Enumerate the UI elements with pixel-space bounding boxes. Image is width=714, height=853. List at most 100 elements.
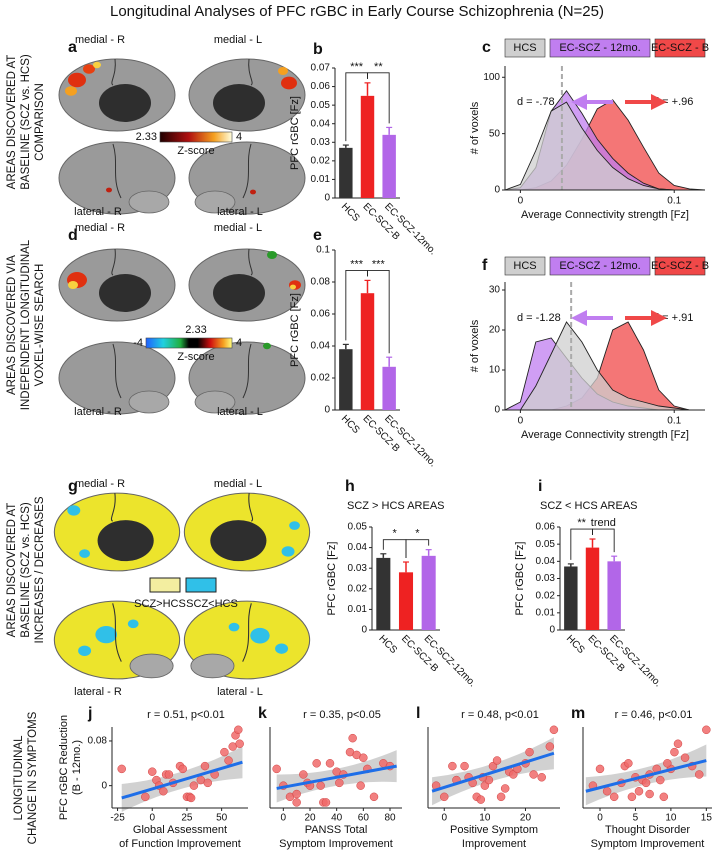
data-point (641, 778, 651, 788)
significance-label: *** (350, 61, 364, 73)
legend-label: EC-SCZ - B (651, 42, 709, 54)
brain-lateral (183, 600, 311, 680)
activation (93, 61, 101, 69)
y-tick-label: 0.04 (311, 118, 331, 129)
cerebellum (128, 390, 170, 414)
significance-bracket (592, 528, 615, 553)
brain-view-label: medial - R (75, 478, 125, 490)
y-tick-label: 0.1 (316, 245, 330, 256)
activation (281, 76, 297, 90)
data-point (694, 770, 704, 779)
y-axis-label: PFC rGBC [Fz] (514, 542, 526, 616)
brain-view-label: lateral - L (217, 406, 263, 418)
significance-label: *** (350, 258, 364, 270)
x-tick-label: 0 (441, 813, 447, 824)
sulcus (110, 493, 116, 522)
x-tick-label: 40 (331, 813, 343, 824)
x-tick-label: 25 (181, 813, 193, 824)
brain-medial (58, 58, 176, 132)
activation (95, 625, 117, 644)
y-tick-label: 0.02 (348, 583, 368, 594)
y-tick-label: 0.05 (348, 522, 368, 533)
bar (398, 572, 414, 630)
data-point (549, 725, 559, 735)
data-point (189, 781, 199, 790)
significance-bracket (382, 539, 407, 559)
colorbar (145, 337, 233, 349)
fit-line (276, 764, 397, 790)
data-point (203, 778, 213, 788)
data-point (500, 784, 510, 793)
data-point (159, 786, 168, 796)
x-axis-label: Positive Symptom (450, 824, 538, 836)
legend-swatch (149, 577, 181, 593)
data-point (272, 764, 281, 774)
annotation: r = 0.48, p<0.01 (461, 709, 539, 721)
medial-wall (213, 84, 265, 122)
x-axis-label: Improvement (462, 838, 526, 850)
bar (585, 547, 600, 630)
data-point (663, 759, 672, 768)
legend-swatch (549, 256, 651, 276)
brain-medial (188, 248, 306, 322)
panel-letter: h (345, 478, 355, 495)
chart-title: SCZ < HCS AREAS (540, 500, 638, 512)
row-label: LONGITUDINAL (13, 735, 25, 821)
row-label: BASELINE (SCZ vs. HCS) (20, 502, 32, 638)
annotation: r = 0.51, p<0.01 (147, 709, 225, 721)
data-point (321, 798, 331, 807)
bar (360, 95, 375, 198)
data-point (702, 725, 711, 735)
data-point (529, 770, 538, 779)
colorbar-label: -4 (133, 337, 143, 349)
bar (382, 366, 396, 410)
data-point (359, 753, 368, 762)
panel-letter: b (313, 41, 323, 58)
x-axis-label: Thought Disorder (605, 824, 690, 836)
activation (290, 284, 296, 290)
row-label: VOXEL-WISE SEARCH (34, 264, 46, 387)
brain-medial (183, 492, 311, 572)
y-tick-label: 100 (483, 72, 500, 83)
fit-line (431, 751, 555, 793)
brain-lateral (58, 141, 176, 215)
figure-title: Longitudinal Analyses of PFC rGBC in Ear… (110, 3, 604, 20)
annotation: d = -.78 (517, 96, 555, 108)
colorbar-label: 4 (236, 131, 242, 143)
brain-lateral (188, 341, 306, 415)
x-tick-label: 0 (518, 196, 524, 207)
panel-letter: k (258, 705, 267, 722)
annotation: d = +.91 (653, 312, 693, 324)
sulcus (112, 603, 122, 662)
y-tick-label: 0.03 (536, 573, 556, 584)
significance-label: trend (591, 517, 616, 529)
data-point (164, 770, 174, 779)
activation (278, 67, 288, 75)
brain-view-label: lateral - R (74, 686, 122, 698)
panel-letter: d (68, 227, 78, 244)
data-point (680, 753, 690, 762)
data-point (476, 795, 486, 804)
brain-medial (58, 248, 176, 322)
y-tick-label: 10 (489, 365, 501, 376)
bar (376, 557, 391, 630)
data-point (492, 756, 502, 765)
brain-view-label: medial - L (214, 34, 262, 46)
y-tick-label: 20 (489, 325, 501, 336)
y-tick-label: 0 (494, 185, 500, 196)
legend-swatch (549, 38, 651, 58)
data-point (460, 761, 469, 771)
y-axis-label: # of voxels (469, 319, 481, 372)
x-tick-label: 0 (149, 813, 155, 824)
activation (83, 64, 95, 74)
x-axis-label: Symptom Improvement (591, 838, 705, 850)
row-label: COMPARISON (34, 83, 46, 161)
significance-label: *** (372, 258, 386, 270)
y-tick-label: 0.08 (88, 736, 108, 747)
data-point (312, 759, 321, 768)
activation (127, 619, 139, 629)
y-axis-label: # of voxels (469, 101, 481, 154)
data-point (292, 789, 301, 799)
x-axis-label: Global Assessment (133, 824, 227, 836)
